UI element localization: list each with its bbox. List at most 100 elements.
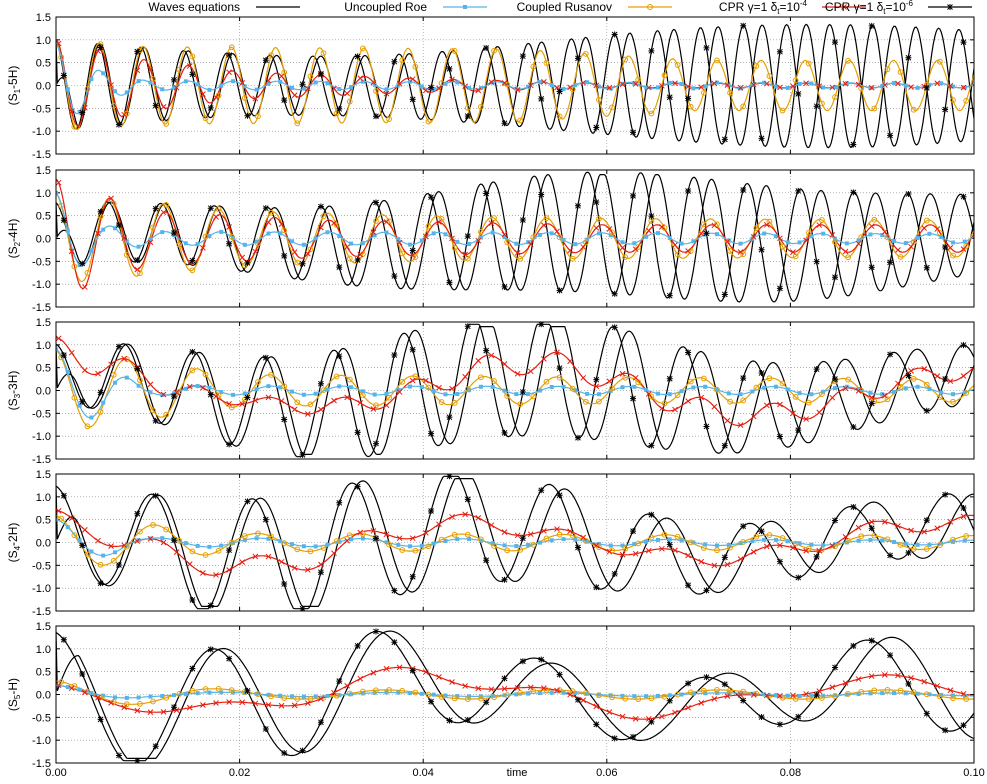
marker-rusanov xyxy=(727,544,733,551)
marker-roe xyxy=(915,85,920,90)
marker-rusanov xyxy=(910,375,917,382)
marker-rusanov xyxy=(937,229,943,236)
marker-roe xyxy=(65,228,70,233)
marker-cpr4 xyxy=(868,519,875,525)
marker-cpr4 xyxy=(921,225,928,231)
marker-cpr4 xyxy=(567,84,573,91)
marker-rusanov xyxy=(202,371,209,378)
marker-cpr6 xyxy=(758,528,765,535)
marker-cpr6 xyxy=(648,718,655,725)
marker-rusanov xyxy=(241,95,248,101)
marker-rusanov xyxy=(700,687,707,694)
marker-rusanov xyxy=(530,541,537,548)
marker-cpr4 xyxy=(409,252,416,259)
marker-rusanov xyxy=(779,535,786,541)
marker-cpr6 xyxy=(336,678,343,685)
marker-cpr4 xyxy=(514,370,521,377)
marker-roe xyxy=(691,691,696,696)
marker-roe xyxy=(868,232,873,237)
marker-roe xyxy=(183,541,188,546)
marker-cpr6 xyxy=(372,113,379,120)
marker-rusanov xyxy=(307,548,314,555)
marker-cpr4 xyxy=(396,80,403,87)
marker-roe xyxy=(490,541,495,546)
marker-cpr4 xyxy=(724,561,731,568)
marker-cpr4 xyxy=(908,243,914,250)
marker-cpr4 xyxy=(449,76,455,83)
marker-roe xyxy=(337,233,342,238)
marker-roe xyxy=(113,550,118,555)
marker-cpr6 xyxy=(593,721,600,728)
marker-rusanov xyxy=(464,255,471,262)
marker-rusanov xyxy=(320,213,327,220)
marker-roe xyxy=(832,236,837,241)
marker-cpr6 xyxy=(207,602,214,609)
marker-cpr6 xyxy=(721,554,728,561)
marker-rusanov xyxy=(97,408,104,415)
marker-cpr4 xyxy=(265,702,272,708)
marker-cpr4 xyxy=(606,226,613,232)
marker-roe xyxy=(148,80,153,85)
marker-rusanov xyxy=(818,100,825,107)
marker-rusanov xyxy=(189,367,196,374)
marker-roe xyxy=(915,691,920,696)
marker-roe xyxy=(856,238,861,243)
marker-rusanov xyxy=(687,103,694,110)
marker-cpr4 xyxy=(554,84,560,91)
marker-cpr4 xyxy=(606,548,613,555)
marker-rusanov xyxy=(635,540,642,547)
marker-rusanov xyxy=(858,85,865,92)
marker-rusanov xyxy=(110,102,117,109)
marker-cpr6 xyxy=(740,186,747,193)
marker-rusanov xyxy=(346,255,353,262)
marker-roe xyxy=(537,80,542,85)
marker-cpr6 xyxy=(519,217,526,224)
marker-cpr4 xyxy=(409,535,416,542)
marker-rusanov xyxy=(648,534,655,541)
marker-roe xyxy=(679,82,684,87)
marker-rusanov xyxy=(399,547,406,553)
marker-rusanov xyxy=(504,547,511,554)
marker-rusanov xyxy=(281,69,288,76)
marker-cpr6 xyxy=(887,132,894,139)
marker-roe xyxy=(679,389,684,394)
marker-cpr6 xyxy=(960,193,967,200)
marker-rusanov xyxy=(478,536,484,543)
marker-roe xyxy=(113,380,118,385)
marker-cpr4 xyxy=(213,214,219,220)
marker-cpr6 xyxy=(630,192,637,199)
marker-cpr6 xyxy=(519,388,526,395)
marker-cpr4 xyxy=(881,228,888,235)
marker-roe xyxy=(278,79,283,84)
marker-cpr6 xyxy=(171,230,178,237)
series-cpr-1e-6 xyxy=(56,171,974,303)
marker-cpr6 xyxy=(685,95,692,102)
marker-roe xyxy=(219,389,224,394)
marker-cpr4 xyxy=(422,87,429,94)
marker-rusanov xyxy=(609,385,615,392)
marker-cpr4 xyxy=(383,665,390,672)
marker-cpr4 xyxy=(763,692,770,699)
marker-roe xyxy=(219,690,224,695)
marker-cpr6 xyxy=(831,517,838,524)
marker-rusanov xyxy=(268,533,274,540)
marker-cpr6 xyxy=(244,112,251,119)
marker-cpr4 xyxy=(855,388,862,394)
y-tick-label: 1.5 xyxy=(36,469,51,481)
marker-cpr4 xyxy=(186,63,193,69)
marker-cpr4 xyxy=(383,402,390,409)
marker-roe xyxy=(962,239,967,244)
marker-cpr4 xyxy=(790,83,796,90)
marker-roe xyxy=(113,226,118,231)
marker-cpr6 xyxy=(501,120,508,127)
marker-cpr4 xyxy=(868,84,875,91)
marker-rusanov xyxy=(268,52,274,59)
marker-cpr6 xyxy=(776,433,783,440)
marker-rusanov xyxy=(569,385,576,392)
marker-cpr6 xyxy=(262,354,269,361)
marker-rusanov xyxy=(150,75,156,82)
marker-roe xyxy=(915,384,920,389)
marker-rusanov xyxy=(884,687,891,693)
marker-rusanov xyxy=(569,86,576,93)
marker-rusanov xyxy=(464,105,471,111)
